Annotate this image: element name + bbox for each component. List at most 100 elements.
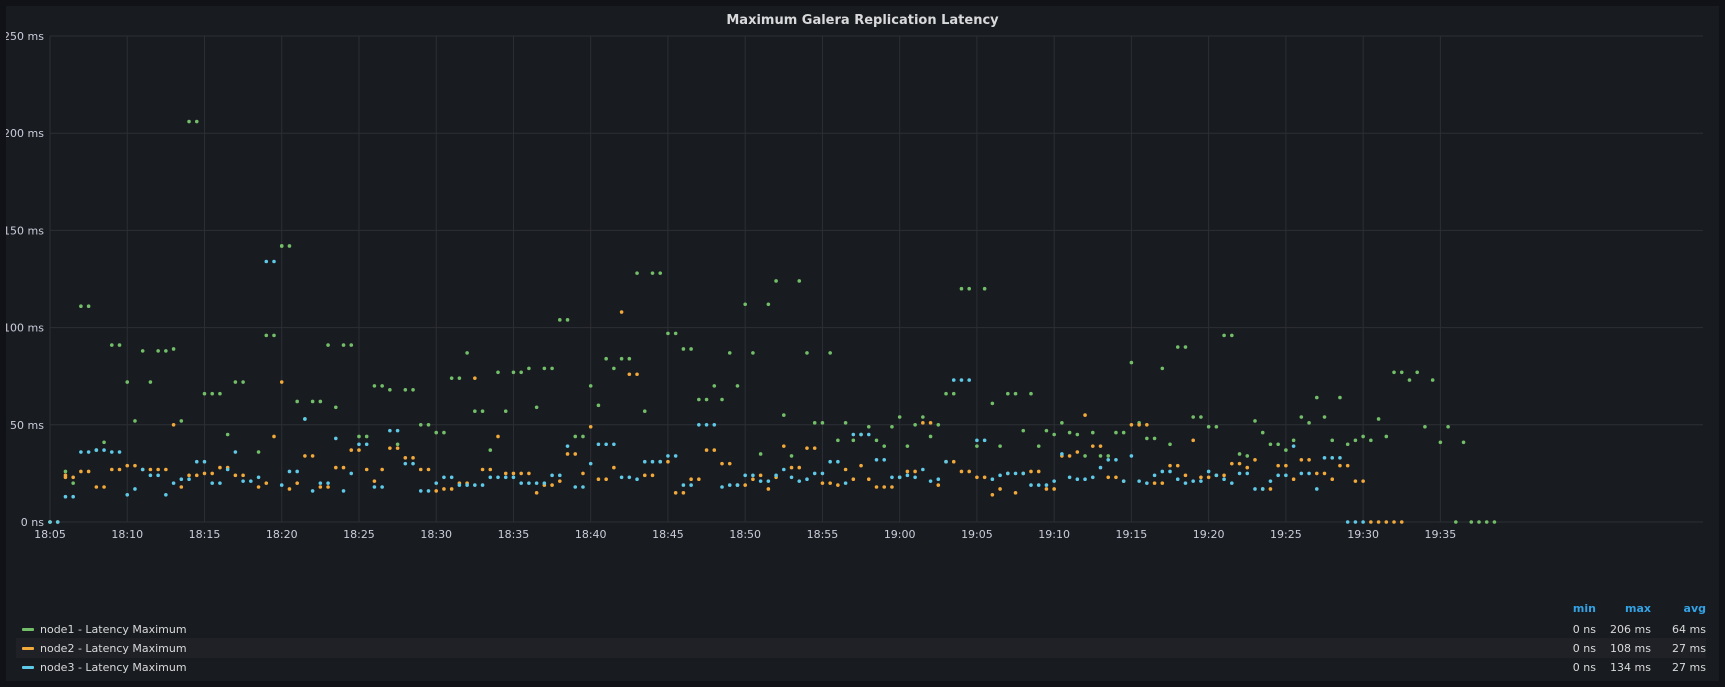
data-point-node1: [341, 343, 346, 347]
data-point-node1: [1083, 454, 1087, 458]
data-point-node1: [766, 302, 771, 307]
data-point-node1: [565, 318, 570, 322]
data-point-node3: [712, 423, 717, 427]
legend-series-name[interactable]: node1 - Latency Maximum: [40, 622, 187, 636]
data-point-node2: [1067, 454, 1072, 458]
data-point-node2: [967, 469, 971, 474]
data-point-node3: [558, 473, 562, 478]
data-point-node2: [975, 475, 979, 480]
data-point-node3: [94, 448, 99, 452]
y-tick-label: 50 ms: [10, 419, 44, 432]
legend-row-node3[interactable]: node3 - Latency Maximum 0 ns 134 ms 27 m…: [16, 657, 1706, 677]
data-point-node3: [1145, 481, 1149, 485]
data-point-node2: [1206, 475, 1211, 480]
panel-title[interactable]: Maximum Galera Replication Latency: [726, 13, 999, 28]
data-point-node3: [1060, 452, 1064, 456]
data-point-node1: [395, 442, 400, 447]
data-point-node1: [681, 347, 686, 351]
data-point-node3: [333, 436, 338, 441]
data-point-node1: [133, 419, 137, 423]
legend-row-node1[interactable]: node1 - Latency Maximum 0 ns 206 ms 64 m…: [16, 619, 1706, 639]
data-point-node2: [1307, 457, 1311, 462]
data-point-node3: [1284, 473, 1288, 478]
data-point-node3: [573, 485, 578, 489]
data-point-node1: [287, 244, 292, 248]
legend-row-node2[interactable]: node2 - Latency Maximum 0 ns 108 ms 27 m…: [16, 638, 1706, 658]
legend-swatch[interactable]: [22, 646, 34, 650]
data-point-node2: [1399, 520, 1404, 524]
data-point-node2: [171, 423, 176, 427]
data-point-node2: [326, 485, 330, 489]
data-point-node3: [295, 469, 299, 474]
data-point-node3: [704, 423, 709, 427]
legend-max: 134 ms: [1610, 660, 1651, 674]
legend-swatch[interactable]: [22, 665, 34, 669]
data-point-node3: [1199, 479, 1203, 483]
legend-header-min[interactable]: min: [1572, 602, 1596, 615]
data-point-node3: [164, 492, 168, 497]
data-point-node3: [1222, 477, 1226, 482]
data-point-node1: [751, 351, 755, 355]
data-point-node1: [936, 423, 941, 427]
data-point-node2: [998, 487, 1002, 491]
data-point-node2: [256, 485, 261, 489]
data-point-node3: [913, 475, 917, 480]
data-point-node2: [596, 477, 601, 482]
data-point-node3: [310, 489, 315, 493]
data-point-node1: [403, 388, 408, 392]
data-point-node2: [766, 487, 771, 491]
data-point-node3: [411, 461, 415, 466]
data-point-node1: [913, 423, 917, 427]
legend-series-name[interactable]: node3 - Latency Maximum: [40, 660, 187, 674]
data-point-node2: [913, 469, 917, 474]
data-point-node3: [364, 442, 369, 447]
data-point-node1: [720, 397, 724, 402]
data-point-node2: [1237, 461, 1242, 466]
data-point-node2: [310, 454, 315, 458]
x-tick-label: 18:25: [343, 528, 375, 541]
data-point-node1: [241, 380, 245, 384]
data-point-node2: [619, 310, 624, 314]
data-point-node1: [990, 401, 995, 406]
data-point-node2: [1291, 477, 1296, 482]
data-point-node1: [735, 384, 740, 388]
data-point-node3: [125, 492, 130, 497]
data-point-node1: [511, 370, 516, 375]
data-point-node3: [1307, 471, 1311, 476]
data-point-node1: [1199, 415, 1203, 419]
data-point-node3: [1268, 479, 1273, 483]
data-point-node2: [890, 485, 894, 489]
legend-avg: 27 ms: [1672, 660, 1706, 674]
data-point-node3: [1106, 457, 1111, 462]
data-point-node2: [1044, 487, 1049, 491]
data-point-node3: [225, 467, 230, 472]
data-point-node1: [882, 444, 887, 448]
data-point-node2: [689, 477, 693, 482]
x-tick-label: 19:15: [1116, 528, 1148, 541]
data-point-node3: [1075, 477, 1080, 482]
data-point-node2: [866, 477, 871, 482]
data-point-node3: [1299, 471, 1304, 476]
data-point-node2: [179, 485, 184, 489]
legend-header-max[interactable]: max: [1625, 602, 1651, 615]
data-point-node3: [156, 473, 160, 478]
data-point-node1: [758, 452, 763, 456]
data-point-node2: [241, 473, 245, 478]
data-point-node3: [1013, 471, 1018, 476]
data-point-node1: [828, 351, 832, 355]
data-point-node3: [642, 459, 647, 464]
data-point-node3: [866, 432, 871, 437]
data-point-node1: [1013, 391, 1018, 396]
x-tick-label: 18:30: [420, 528, 452, 541]
data-point-node1: [1075, 432, 1080, 437]
data-point-node2: [1253, 457, 1257, 462]
legend-swatch[interactable]: [22, 627, 34, 631]
data-point-node3: [1191, 479, 1195, 483]
data-point-node3: [488, 475, 493, 480]
y-tick-label: 150 ms: [6, 224, 44, 237]
data-point-node3: [194, 459, 199, 464]
legend-header-avg[interactable]: avg: [1683, 602, 1706, 615]
legend-series-name[interactable]: node2 - Latency Maximum: [40, 641, 187, 655]
data-point-node3: [480, 483, 485, 487]
data-point-node1: [426, 423, 431, 427]
